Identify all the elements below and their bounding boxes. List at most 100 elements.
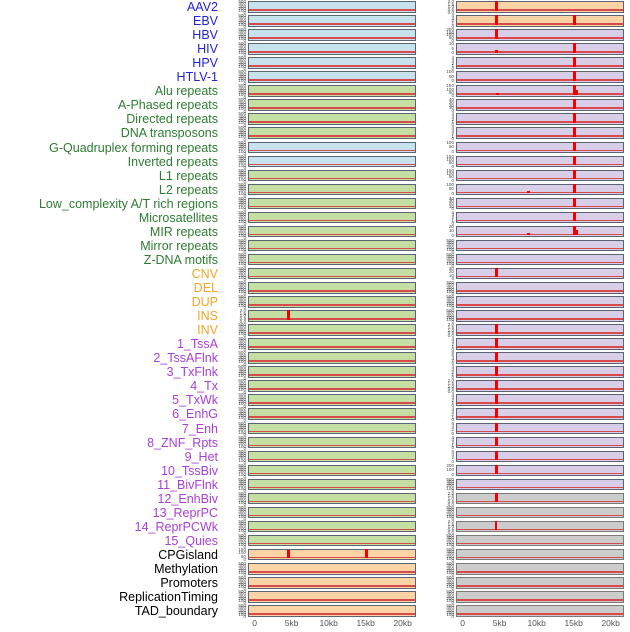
y-tick-label: 500	[446, 280, 454, 285]
track-left[interactable]	[248, 197, 416, 210]
y-tick-label: 0	[451, 471, 454, 477]
track-left[interactable]	[248, 591, 416, 603]
track-left[interactable]	[248, 422, 416, 434]
track-right[interactable]	[456, 506, 624, 519]
track-right[interactable]	[456, 394, 624, 406]
track-left[interactable]	[248, 380, 416, 392]
track-right[interactable]	[456, 408, 624, 420]
track-left[interactable]	[248, 15, 416, 27]
track-right[interactable]	[456, 380, 624, 392]
track-right[interactable]	[456, 548, 624, 561]
track-right[interactable]	[456, 43, 624, 55]
track-right[interactable]	[456, 57, 624, 69]
track-right[interactable]	[456, 29, 624, 41]
track-right[interactable]	[456, 253, 624, 266]
track-right[interactable]	[456, 267, 624, 280]
track-left[interactable]	[248, 548, 416, 561]
track-left[interactable]	[248, 141, 416, 153]
track-right[interactable]	[456, 225, 624, 238]
track-right[interactable]	[456, 563, 624, 575]
track-right[interactable]	[456, 296, 624, 308]
track-right[interactable]	[456, 338, 624, 350]
track-left[interactable]	[248, 253, 416, 266]
y-tick-label: 300	[238, 298, 246, 304]
track-left[interactable]	[248, 57, 416, 69]
track-right[interactable]	[456, 85, 624, 97]
track-right[interactable]	[456, 577, 624, 589]
track-left[interactable]	[248, 478, 416, 491]
track-right[interactable]	[456, 520, 624, 533]
track-left[interactable]	[248, 127, 416, 139]
track-left[interactable]	[248, 534, 416, 547]
track-right[interactable]	[456, 436, 624, 449]
track-left[interactable]	[248, 408, 416, 420]
track-left[interactable]	[248, 520, 416, 533]
y-tick-label: 300	[446, 256, 454, 262]
track-right[interactable]	[456, 15, 624, 27]
track-right[interactable]	[456, 464, 624, 477]
track-left[interactable]	[248, 338, 416, 350]
track-right[interactable]	[456, 127, 624, 139]
track-left[interactable]	[248, 282, 416, 294]
track-left[interactable]	[248, 29, 416, 41]
track-right[interactable]	[456, 169, 624, 182]
track-left[interactable]	[248, 225, 416, 238]
track-left[interactable]	[248, 43, 416, 55]
track-left[interactable]	[248, 71, 416, 83]
track-left[interactable]	[248, 464, 416, 477]
track-right[interactable]	[456, 534, 624, 547]
track-left[interactable]	[248, 436, 416, 449]
track-left[interactable]	[248, 366, 416, 378]
track-left[interactable]	[248, 169, 416, 182]
track-left[interactable]	[248, 563, 416, 575]
track-right[interactable]	[456, 478, 624, 491]
track-right[interactable]	[456, 239, 624, 252]
track-right[interactable]	[456, 211, 624, 224]
track-right[interactable]	[456, 155, 624, 168]
track-right[interactable]	[456, 450, 624, 463]
track-left[interactable]	[248, 450, 416, 463]
track-right[interactable]	[456, 310, 624, 322]
track-baseline	[457, 290, 623, 292]
track-left[interactable]	[248, 1, 416, 13]
y-tick-label: 0	[451, 487, 454, 493]
track-right[interactable]	[456, 366, 624, 378]
track-left[interactable]	[248, 113, 416, 125]
track-left[interactable]	[248, 310, 416, 322]
track-right[interactable]	[456, 324, 624, 336]
track-left[interactable]	[248, 296, 416, 308]
track-left[interactable]	[248, 211, 416, 224]
track-right[interactable]	[456, 197, 624, 210]
track-left[interactable]	[248, 85, 416, 97]
track-left[interactable]	[248, 99, 416, 111]
track-right[interactable]	[456, 605, 624, 617]
track-right[interactable]	[456, 141, 624, 153]
y-tick-label: 400	[238, 85, 246, 91]
track-left[interactable]	[248, 239, 416, 252]
track-right[interactable]	[456, 71, 624, 83]
track-left[interactable]	[248, 605, 416, 617]
track-right[interactable]	[456, 282, 624, 294]
track-right[interactable]	[456, 113, 624, 125]
track-right[interactable]	[456, 591, 624, 603]
track-right[interactable]	[456, 352, 624, 364]
track-label: 14_ReprPCWk	[134, 519, 218, 534]
track-right[interactable]	[456, 1, 624, 13]
track-left[interactable]	[248, 577, 416, 589]
track-left[interactable]	[248, 352, 416, 364]
track-left[interactable]	[248, 183, 416, 196]
track-left[interactable]	[248, 155, 416, 168]
track-right[interactable]	[456, 492, 624, 505]
track-left[interactable]	[248, 506, 416, 519]
y-tick-label: 500	[238, 167, 246, 173]
track-left[interactable]	[248, 394, 416, 406]
track-left[interactable]	[248, 267, 416, 280]
track-left[interactable]	[248, 492, 416, 505]
track-right[interactable]	[456, 183, 624, 196]
y-tick-label: 500	[238, 237, 246, 243]
y-axis-ticks: 500 400 300 200 100 0	[222, 477, 246, 493]
y-tick-label: 400	[238, 493, 246, 498]
track-right[interactable]	[456, 99, 624, 111]
track-right[interactable]	[456, 422, 624, 434]
track-left[interactable]	[248, 324, 416, 336]
